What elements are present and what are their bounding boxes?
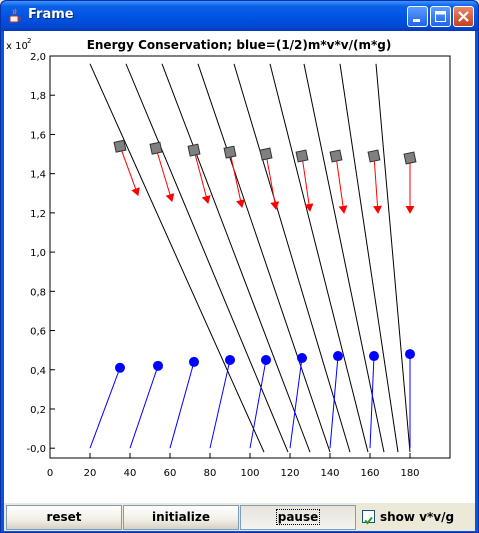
- y-tick-label: 1,6: [30, 130, 46, 141]
- y-tick-label: 1,2: [30, 209, 46, 220]
- y-tick-label: 0,6: [30, 327, 46, 338]
- y-multiplier-exponent: 2: [27, 37, 31, 45]
- y-tick-label: 0,2: [30, 405, 46, 416]
- y-tick-label: 2,0: [30, 52, 46, 63]
- pause-button-label: pause: [275, 509, 321, 525]
- show-vvg-checkbox[interactable]: [362, 510, 375, 525]
- initialize-button[interactable]: initialize: [123, 505, 239, 530]
- y-tick-label: 0,4: [30, 366, 46, 377]
- x-tick-label: 40: [124, 468, 137, 479]
- energy-point: [333, 351, 343, 362]
- minimize-button[interactable]: [407, 6, 428, 27]
- pause-button[interactable]: pause: [240, 505, 356, 530]
- energy-bar-line: [89, 367, 121, 449]
- reset-button[interactable]: reset: [6, 505, 122, 530]
- block-marker: [187, 143, 201, 157]
- y-tick-label: 1,4: [30, 170, 46, 181]
- ramp-line: [375, 63, 411, 453]
- velocity-arrow: [193, 149, 211, 205]
- reset-button-label: reset: [46, 510, 82, 524]
- window-content: Energy Conservation; blue=(1/2)m*v*v/(m*…: [4, 31, 475, 531]
- x-tick-label: 60: [164, 468, 177, 479]
- velocity-arrow: [373, 155, 382, 214]
- block-marker: [367, 149, 381, 163]
- x-tick-label: 160: [360, 468, 379, 479]
- energy-bar-line: [169, 361, 195, 449]
- ramp-line: [339, 63, 399, 453]
- velocity-arrow: [119, 146, 140, 197]
- control-bar: reset initialize pause show v*v/g: [4, 504, 475, 531]
- show-vvg-label[interactable]: show v*v/g: [380, 510, 455, 524]
- velocity-arrow: [301, 155, 314, 212]
- energy-point: [297, 352, 307, 363]
- velocity-arrow: [265, 153, 280, 210]
- block-marker: [113, 139, 127, 153]
- x-tick-label: 140: [320, 468, 339, 479]
- ramp-line: [161, 63, 311, 453]
- energy-point: [369, 351, 379, 362]
- ramp-line: [269, 63, 369, 453]
- initialize-button-label: initialize: [151, 510, 211, 524]
- y-tick-label: 1,8: [30, 91, 46, 102]
- maximize-button[interactable]: [430, 6, 451, 27]
- minimize-icon: [413, 19, 420, 22]
- block-marker: [259, 147, 273, 161]
- y-tick-label: 1,0: [30, 248, 46, 259]
- y-multiplier-label: x 10: [6, 41, 28, 52]
- energy-bar-line: [289, 357, 303, 449]
- velocity-arrow: [229, 151, 245, 208]
- energy-point: [405, 349, 415, 360]
- energy-point: [153, 360, 163, 371]
- ramp-line: [89, 63, 265, 453]
- energy-bar-line: [129, 365, 159, 449]
- block-marker: [295, 149, 309, 163]
- block-marker: [149, 141, 163, 155]
- x-tick-label: 80: [204, 468, 217, 479]
- velocity-arrow: [335, 155, 348, 214]
- energy-bar-line: [329, 355, 339, 449]
- energy-point: [225, 354, 235, 365]
- block-marker: [223, 145, 237, 159]
- window-title: Frame: [28, 7, 74, 22]
- y-tick-label: -0,0: [26, 444, 46, 455]
- ramp-line: [303, 63, 385, 453]
- chart-title: Energy Conservation; blue=(1/2)m*v*v/(m*…: [87, 38, 392, 52]
- energy-chart[interactable]: Energy Conservation; blue=(1/2)m*v*v/(m*…: [4, 31, 475, 503]
- title-bar[interactable]: Frame: [1, 1, 478, 31]
- java-cup-icon: [7, 8, 23, 24]
- close-icon: [458, 11, 469, 22]
- x-tick-label: 0: [47, 468, 53, 479]
- ramp-line: [197, 63, 331, 453]
- close-button[interactable]: [453, 6, 474, 27]
- maximize-icon: [435, 11, 446, 22]
- energy-bar-line: [249, 359, 267, 449]
- y-tick-label: 0,8: [30, 287, 46, 298]
- velocity-arrow: [155, 148, 175, 203]
- ramp-line: [233, 63, 351, 453]
- checkmark-icon: [364, 516, 373, 525]
- energy-point: [189, 356, 199, 367]
- x-tick-label: 180: [400, 468, 419, 479]
- x-tick-label: 100: [240, 468, 259, 479]
- energy-bar-line: [209, 359, 231, 449]
- energy-bar-line: [369, 356, 375, 449]
- energy-point: [115, 362, 125, 373]
- block-marker: [403, 151, 417, 165]
- block-marker: [329, 149, 343, 163]
- x-tick-label: 20: [84, 468, 97, 479]
- plot-panel[interactable]: Energy Conservation; blue=(1/2)m*v*v/(m*…: [4, 31, 475, 503]
- x-tick-label: 120: [280, 468, 299, 479]
- energy-point: [261, 354, 271, 365]
